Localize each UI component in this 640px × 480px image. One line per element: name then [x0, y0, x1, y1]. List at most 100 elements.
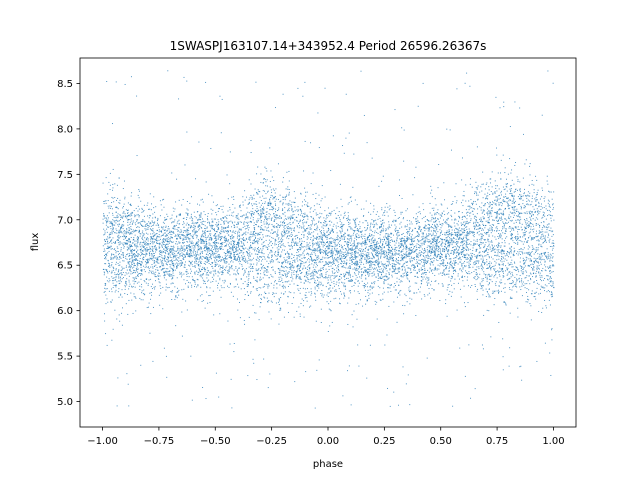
data-point [450, 203, 452, 205]
data-point [440, 227, 442, 229]
data-point [222, 271, 224, 273]
data-point [167, 261, 169, 263]
data-point [297, 275, 299, 277]
data-point [237, 246, 239, 248]
data-point [232, 215, 234, 217]
data-point [484, 262, 486, 264]
data-point [436, 257, 438, 259]
data-point [498, 198, 500, 200]
data-point [161, 255, 163, 257]
data-point [140, 233, 142, 235]
data-point [401, 265, 403, 267]
data-point [199, 204, 201, 206]
data-point [265, 185, 267, 187]
data-point [251, 196, 253, 198]
data-point [227, 251, 229, 253]
data-point [177, 251, 179, 253]
data-point [548, 200, 550, 202]
data-point [369, 344, 371, 346]
data-point [355, 245, 357, 247]
data-point [460, 202, 462, 204]
data-point [184, 164, 186, 166]
data-point [533, 228, 535, 230]
data-point [219, 265, 221, 267]
data-point [187, 230, 189, 232]
data-point [419, 211, 421, 213]
data-point [235, 230, 237, 232]
data-point [260, 204, 262, 206]
data-point [302, 305, 304, 307]
data-point [294, 381, 296, 383]
data-point [373, 250, 375, 252]
data-point [282, 209, 284, 211]
data-point [494, 264, 496, 266]
data-point [130, 231, 132, 233]
data-point [145, 262, 147, 264]
data-point [408, 229, 410, 231]
data-point [297, 264, 298, 266]
data-point [379, 252, 381, 254]
data-point [209, 294, 211, 296]
data-point [271, 223, 273, 225]
data-point [422, 234, 424, 236]
data-point [112, 189, 114, 191]
data-point [343, 286, 345, 288]
data-point [128, 285, 130, 287]
data-point [310, 275, 312, 277]
data-point [383, 283, 385, 285]
data-point [532, 237, 534, 239]
data-point [525, 301, 527, 303]
data-point [360, 236, 362, 238]
data-point [250, 221, 252, 223]
data-point [314, 281, 316, 283]
data-point [241, 241, 243, 243]
data-point [389, 207, 391, 209]
data-point [333, 241, 335, 243]
data-point [216, 241, 218, 243]
data-point [262, 248, 264, 250]
data-point [298, 254, 300, 256]
data-point [357, 291, 359, 293]
data-point [533, 237, 535, 239]
data-point [481, 237, 483, 239]
data-point [267, 204, 269, 206]
data-point [319, 237, 321, 239]
data-point [137, 237, 139, 239]
data-point [505, 222, 507, 224]
data-point [190, 263, 192, 265]
data-point [491, 227, 493, 229]
data-point [329, 292, 331, 294]
data-point [389, 258, 391, 260]
data-point [340, 273, 342, 275]
data-point [332, 258, 334, 260]
data-point [373, 245, 375, 247]
data-point [127, 263, 129, 265]
data-point [528, 299, 530, 301]
data-point [119, 229, 121, 231]
data-point [150, 313, 152, 315]
data-point [548, 226, 550, 228]
data-point [327, 257, 329, 259]
data-point [496, 245, 498, 247]
data-point [366, 257, 368, 259]
data-point [120, 294, 122, 296]
data-point [227, 249, 229, 251]
data-point [352, 234, 354, 236]
data-point [262, 229, 264, 231]
data-point [439, 263, 441, 264]
data-point [195, 234, 197, 236]
data-point [509, 220, 511, 222]
data-point [358, 282, 360, 284]
data-point [449, 239, 451, 241]
data-point [126, 278, 128, 280]
data-point [536, 280, 538, 281]
data-point [508, 271, 510, 273]
data-point [495, 254, 497, 256]
data-point [390, 232, 392, 234]
data-point [137, 214, 139, 216]
data-point [378, 245, 380, 247]
data-point [243, 251, 245, 253]
data-point [345, 249, 347, 251]
data-point [186, 252, 187, 254]
data-point [216, 225, 218, 227]
